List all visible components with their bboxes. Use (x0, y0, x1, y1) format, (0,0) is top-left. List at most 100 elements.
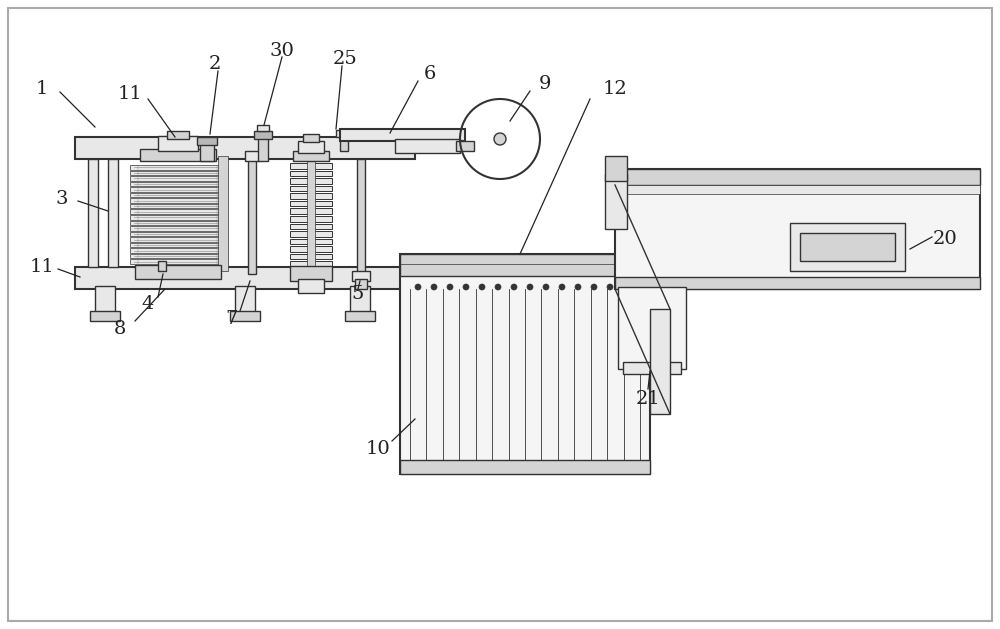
Bar (340, 135, 348, 151)
Text: 9: 9 (539, 75, 551, 93)
Bar (130, 248, 225, 253)
Bar (257, 125, 269, 131)
Text: 6: 6 (424, 65, 436, 83)
Bar (254, 131, 272, 139)
Bar (75, 137, 415, 159)
Bar (90, 311, 120, 321)
Bar (303, 134, 319, 142)
Bar (615, 277, 980, 289)
Bar (605, 174, 627, 229)
Bar (130, 226, 225, 231)
Bar (290, 201, 332, 206)
Bar (605, 156, 627, 181)
Bar (158, 136, 198, 151)
Bar (290, 223, 332, 229)
Text: 20: 20 (933, 230, 957, 248)
Bar (350, 286, 370, 314)
Bar (130, 176, 225, 181)
Bar (290, 254, 332, 259)
Bar (88, 159, 98, 267)
Text: 11: 11 (118, 85, 142, 103)
Bar (290, 247, 332, 252)
Circle shape (543, 284, 549, 290)
Text: 25: 25 (333, 50, 357, 68)
Bar (355, 279, 367, 289)
Bar (158, 261, 166, 271)
Bar (357, 159, 365, 274)
Bar (108, 159, 118, 267)
Bar (130, 170, 225, 175)
Bar (167, 131, 189, 139)
Bar (130, 215, 225, 220)
Bar (290, 163, 332, 169)
Circle shape (607, 284, 613, 290)
Bar (75, 267, 415, 289)
Bar (130, 165, 225, 170)
Circle shape (559, 284, 565, 290)
Text: 5: 5 (352, 285, 364, 303)
Bar (130, 237, 225, 242)
Text: 4: 4 (142, 295, 154, 313)
Bar (345, 311, 375, 321)
Bar (290, 266, 332, 281)
Bar (130, 254, 225, 259)
Circle shape (575, 284, 581, 290)
Bar (130, 182, 225, 186)
Bar (290, 239, 332, 244)
Text: 12: 12 (603, 80, 627, 98)
Text: 10: 10 (366, 440, 390, 458)
Text: 8: 8 (114, 320, 126, 338)
Bar (130, 192, 225, 198)
Bar (650, 309, 670, 414)
Bar (245, 151, 259, 161)
Bar (290, 170, 332, 176)
Bar (130, 187, 225, 192)
Bar (615, 185, 980, 194)
Bar (290, 208, 332, 214)
Bar (400, 254, 650, 276)
Bar (290, 216, 332, 221)
Bar (130, 259, 225, 264)
Bar (298, 279, 324, 293)
Text: 2: 2 (209, 55, 221, 73)
Bar (790, 223, 905, 271)
Bar (395, 139, 460, 153)
Bar (400, 254, 650, 474)
Bar (130, 221, 225, 225)
Bar (615, 169, 980, 185)
Circle shape (527, 284, 533, 290)
Bar (130, 204, 225, 208)
Bar (130, 231, 225, 237)
Bar (258, 136, 268, 161)
Bar (298, 141, 324, 153)
Bar (400, 460, 650, 474)
Circle shape (431, 284, 437, 290)
Circle shape (494, 133, 506, 145)
Bar (95, 286, 115, 314)
Circle shape (591, 284, 597, 290)
Bar (336, 130, 352, 137)
Bar (290, 186, 332, 191)
Bar (290, 193, 332, 199)
Bar (197, 137, 217, 145)
Bar (615, 169, 980, 289)
Bar (248, 154, 256, 274)
Bar (130, 209, 225, 214)
Bar (800, 233, 895, 261)
Bar (293, 151, 329, 161)
Bar (290, 262, 332, 267)
Circle shape (495, 284, 501, 290)
Bar (130, 198, 225, 203)
Bar (290, 231, 332, 237)
Bar (307, 155, 315, 277)
Text: 3: 3 (56, 190, 68, 208)
Bar (235, 286, 255, 314)
Circle shape (511, 284, 517, 290)
Bar (218, 156, 228, 271)
Bar (623, 362, 681, 374)
Bar (632, 278, 647, 294)
Bar (340, 129, 465, 141)
Circle shape (415, 284, 421, 290)
Bar (352, 271, 370, 281)
Bar (230, 311, 260, 321)
